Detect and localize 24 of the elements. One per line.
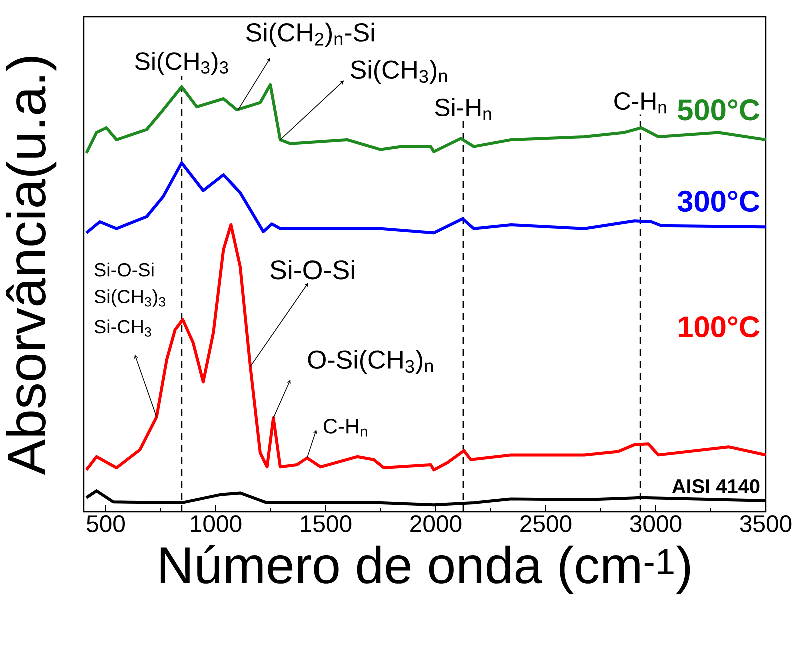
series-label: AISI 4140: [672, 479, 760, 494]
x-tick-label: 2000: [410, 516, 462, 532]
annotation: Si(CH$_{3}$)$_{n}$: [351, 60, 448, 84]
x-tick-label: 500: [87, 516, 125, 532]
ref-line-label: C-H$_{n}$: [614, 92, 666, 114]
annotation: Si-O-Si: [270, 260, 354, 280]
series-label: 500°C: [678, 100, 760, 121]
x-tick-label: 3000: [630, 516, 682, 532]
annotation: Si(CH$_{2}$)$_{n}$-Si: [246, 22, 374, 47]
text: 100°C: [678, 316, 760, 338]
x-tick-label: 1500: [301, 516, 352, 532]
x-tick-label: 1000: [191, 516, 242, 532]
annotation: C-H$_{n}$: [324, 419, 368, 437]
x-axis-title: Número de onda (cm$^{-1}$): [160, 545, 690, 594]
annotation: Si-CH$_{3}$: [94, 320, 152, 337]
x-tick-label: 3500: [740, 516, 792, 532]
series-label: 300°C: [678, 190, 760, 212]
annotation: Si(CH$_{3}$)$_{3}$: [94, 290, 166, 308]
annotation: Si-O-Si: [94, 262, 154, 277]
y-axis-title: Absorvância(u.a.): [6, 57, 57, 476]
ref-line-label: Si-H$_{n}$: [435, 98, 492, 120]
ref-line-label: Si(CH$_{3}$)$_{3}$: [135, 52, 228, 76]
annotation: O-Si(CH$_{3}$)$_{n}$: [308, 350, 434, 374]
x-tick-label: 2500: [520, 516, 572, 532]
